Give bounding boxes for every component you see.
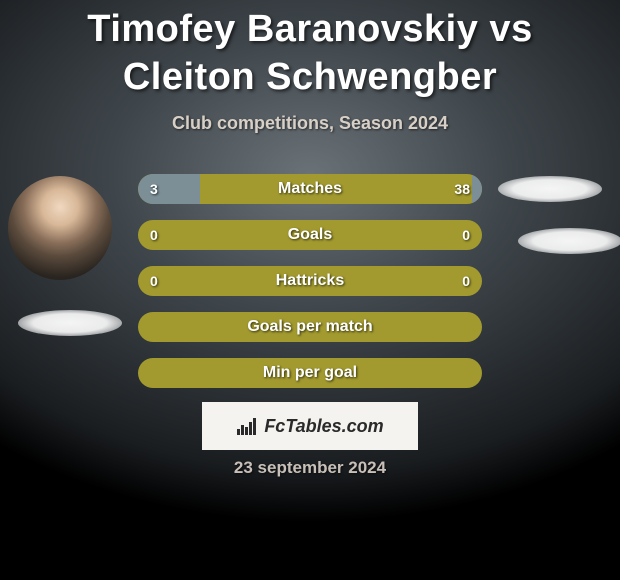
bars-chart-icon [236, 417, 258, 435]
stat-left-value: 3 [150, 181, 158, 197]
shadow-ellipse [18, 310, 122, 336]
bar-right-fill [472, 174, 482, 204]
brand-text: FcTables.com [264, 416, 383, 437]
stats-bars: 3 Matches 38 0 Goals 0 0 Hattricks 0 Goals per ma… [138, 174, 482, 404]
stat-label: Goals [288, 226, 332, 244]
stat-bar: 0 Goals 0 [138, 220, 482, 250]
shadow-ellipse [518, 228, 620, 254]
shadow-ellipse [498, 176, 602, 202]
stat-bar: 3 Matches 38 [138, 174, 482, 204]
stat-left-value: 0 [150, 273, 158, 289]
date-label: 23 september 2024 [0, 458, 620, 478]
page-title: Timofey Baranovskiy vs Cleiton Schwengbe… [0, 0, 620, 101]
bar-left-fill [138, 174, 200, 204]
stat-label: Hattricks [276, 272, 344, 290]
stat-right-value: 38 [454, 181, 470, 197]
stat-left-value: 0 [150, 227, 158, 243]
stat-label: Goals per match [247, 318, 372, 336]
subtitle: Club competitions, Season 2024 [0, 113, 620, 134]
stat-right-value: 0 [462, 273, 470, 289]
stat-bar: Goals per match [138, 312, 482, 342]
stat-label: Min per goal [263, 364, 357, 382]
brand-badge: FcTables.com [202, 402, 418, 450]
stat-label: Matches [278, 180, 342, 198]
player-left-avatar [8, 176, 112, 280]
stat-bar: 0 Hattricks 0 [138, 266, 482, 296]
stat-right-value: 0 [462, 227, 470, 243]
stat-bar: Min per goal [138, 358, 482, 388]
content-area: Timofey Baranovskiy vs Cleiton Schwengbe… [0, 0, 620, 580]
